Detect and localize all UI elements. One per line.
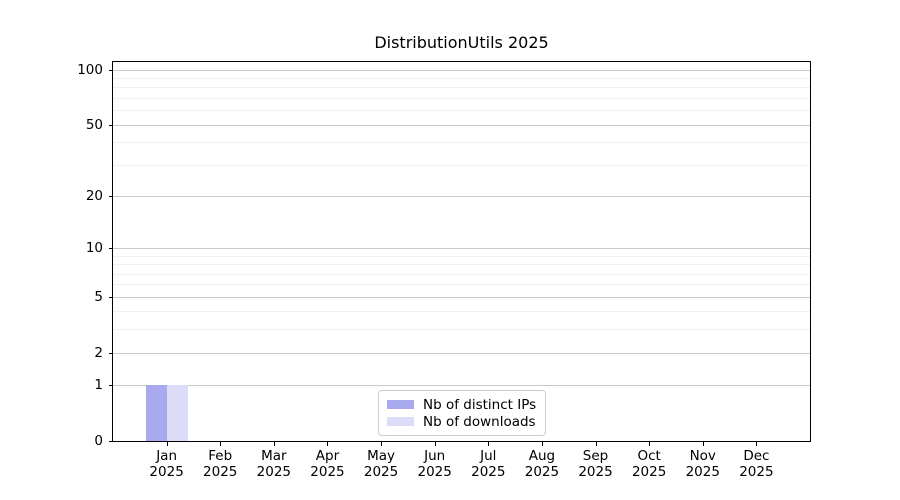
gridline-minor bbox=[113, 311, 810, 313]
y-tick-mark bbox=[109, 352, 113, 354]
y-tick-label: 0 bbox=[94, 433, 103, 449]
bar-nb-of-downloads bbox=[166, 385, 188, 441]
x-tick-mark bbox=[756, 442, 758, 446]
x-tick-label-line: Sep bbox=[582, 448, 609, 464]
x-tick-label-line: Dec bbox=[743, 448, 770, 464]
plot-area bbox=[112, 61, 811, 442]
x-tick-label-line: 2025 bbox=[739, 464, 774, 480]
x-tick-label-line: 2025 bbox=[471, 464, 506, 480]
x-tick-mark bbox=[649, 442, 651, 446]
gridline-major bbox=[113, 385, 810, 387]
x-tick-label-line: Aug bbox=[528, 448, 556, 464]
x-tick-label: Feb 2025 bbox=[188, 448, 252, 480]
x-tick-mark bbox=[702, 442, 704, 446]
y-tick-label: 2 bbox=[94, 344, 103, 361]
gridline-major bbox=[113, 248, 810, 250]
x-tick-label-line: 2025 bbox=[631, 464, 667, 480]
legend-label: Nb of downloads bbox=[423, 413, 536, 430]
gridline-minor bbox=[113, 264, 810, 266]
x-tick-label: Aug 2025 bbox=[510, 448, 574, 480]
x-tick-label: Mar 2025 bbox=[242, 448, 306, 480]
x-tick-label-line: 2025 bbox=[149, 464, 184, 480]
chart-title: DistributionUtils 2025 bbox=[374, 33, 549, 52]
x-tick-label: Sep 2025 bbox=[564, 448, 628, 480]
y-tick-mark bbox=[109, 195, 113, 197]
y-tick-label: 1 bbox=[94, 377, 103, 394]
x-tick-mark bbox=[327, 442, 329, 446]
x-tick-label: May 2025 bbox=[349, 448, 413, 480]
y-tick-label: 10 bbox=[85, 240, 103, 257]
x-tick-mark bbox=[166, 442, 168, 446]
bar-nb-of-distinct-ips bbox=[145, 385, 167, 441]
y-tick-label: 20 bbox=[85, 187, 103, 204]
x-tick-label: Jan 2025 bbox=[135, 448, 199, 480]
y-tick-mark bbox=[109, 385, 113, 387]
y-tick-mark bbox=[109, 248, 113, 250]
x-tick-label-line: 2025 bbox=[363, 464, 399, 480]
gridline-minor bbox=[113, 255, 810, 257]
x-tick-label-line: Nov bbox=[689, 448, 716, 464]
gridline-minor bbox=[113, 87, 810, 89]
gridline-minor bbox=[113, 142, 810, 144]
gridline-minor bbox=[113, 164, 810, 166]
x-tick-mark bbox=[541, 442, 543, 446]
x-tick-label-line: 2025 bbox=[310, 464, 345, 480]
x-tick-label-line: 2025 bbox=[256, 464, 292, 480]
gridline-minor bbox=[113, 110, 810, 112]
x-tick-label: Apr 2025 bbox=[295, 448, 359, 480]
gridline-major bbox=[113, 352, 810, 354]
x-tick-label: Oct 2025 bbox=[617, 448, 681, 480]
y-tick-label: 5 bbox=[94, 288, 103, 305]
x-tick-label-line: Jun bbox=[424, 448, 446, 464]
legend-swatch-nb-of-downloads bbox=[387, 417, 414, 426]
gridline-minor bbox=[113, 77, 810, 79]
gridline-major bbox=[113, 124, 810, 126]
x-tick-label-line: 2025 bbox=[417, 464, 452, 480]
x-tick-label-line: 2025 bbox=[524, 464, 560, 480]
x-tick-label: Dec 2025 bbox=[724, 448, 788, 480]
y-tick-mark bbox=[109, 296, 113, 298]
x-tick-label-line: 2025 bbox=[685, 464, 720, 480]
gridline-major bbox=[113, 69, 810, 71]
x-tick-label-line: Jul bbox=[480, 448, 497, 464]
x-tick-label-line: Feb bbox=[208, 448, 233, 464]
x-tick-label: Jul 2025 bbox=[456, 448, 520, 480]
x-tick-label-line: May bbox=[367, 448, 396, 464]
x-tick-mark bbox=[434, 442, 436, 446]
y-tick-label: 50 bbox=[85, 116, 103, 133]
legend-label: Nb of distinct IPs bbox=[423, 396, 537, 413]
x-tick-label: Jun 2025 bbox=[403, 448, 467, 480]
gridline-minor bbox=[113, 97, 810, 99]
y-tick-mark bbox=[109, 441, 113, 442]
x-tick-label-line: Apr bbox=[315, 448, 340, 464]
x-tick-label-line: Oct bbox=[637, 448, 661, 464]
gridline-major bbox=[113, 296, 810, 298]
legend-item: Nb of distinct IPs bbox=[387, 396, 536, 413]
x-tick-label: Nov 2025 bbox=[671, 448, 735, 480]
legend: Nb of distinct IPs Nb of downloads bbox=[378, 390, 547, 436]
x-tick-mark bbox=[220, 442, 222, 446]
x-tick-label-line: Mar bbox=[261, 448, 287, 464]
x-tick-label-line: 2025 bbox=[203, 464, 238, 480]
x-tick-label-line: 2025 bbox=[578, 464, 613, 480]
x-tick-label-line: Jan bbox=[156, 448, 178, 464]
gridline-minor bbox=[113, 329, 810, 331]
gridline-minor bbox=[113, 273, 810, 275]
gridline-minor bbox=[113, 284, 810, 286]
y-tick-mark bbox=[109, 124, 113, 126]
x-tick-mark bbox=[488, 442, 490, 446]
x-tick-mark bbox=[273, 442, 275, 446]
y-tick-mark bbox=[109, 69, 113, 71]
legend-swatch-nb-of-distinct-ips bbox=[387, 400, 414, 409]
y-tick-label: 100 bbox=[77, 61, 103, 78]
gridline-major bbox=[113, 195, 810, 197]
x-tick-mark bbox=[595, 442, 597, 446]
x-tick-mark bbox=[381, 442, 383, 446]
legend-item: Nb of downloads bbox=[387, 413, 536, 430]
